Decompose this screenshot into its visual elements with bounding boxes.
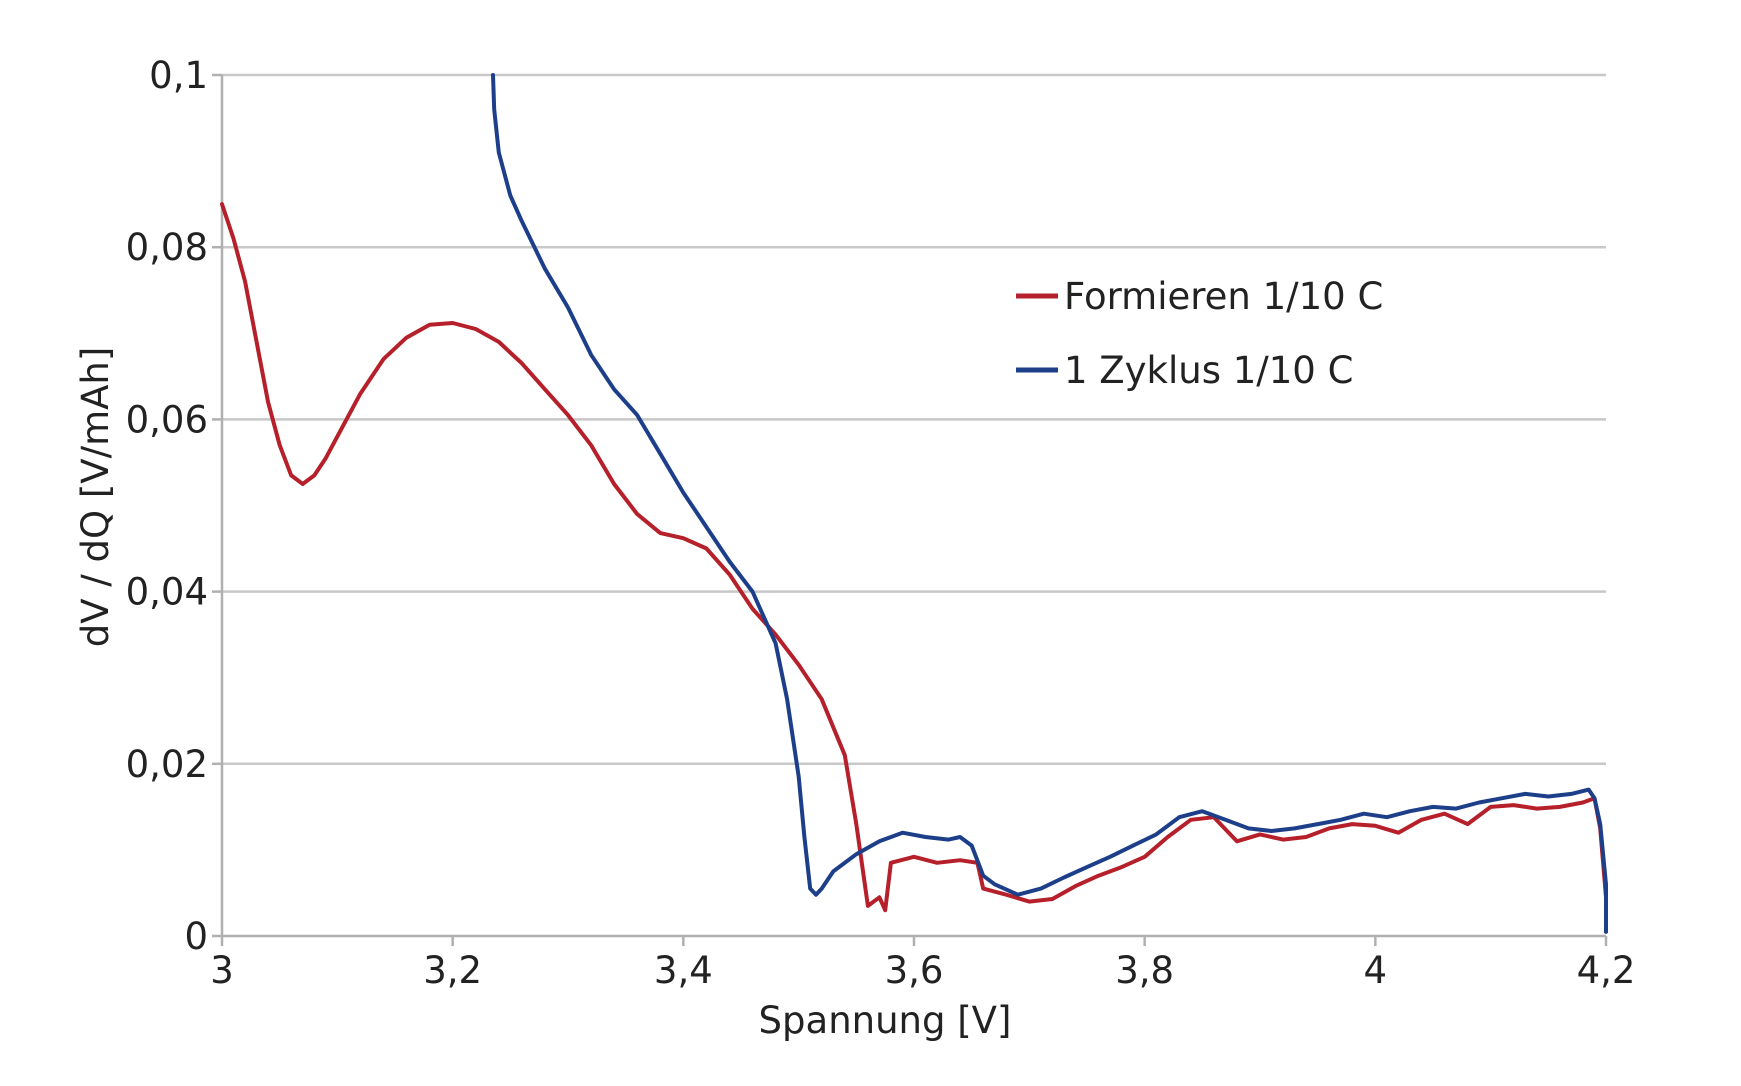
series-line-0 [220, 202, 1608, 934]
tick-labels: 0 0,02 0,04 0,06 0,08 0,1 3 3,2 3,4 3,6 3,8 4 4,2 [126, 54, 1636, 992]
axes [212, 73, 1608, 946]
legend-label-0: Formieren 1/10 C [1064, 275, 1383, 318]
x-tick-label-0: 3 [210, 949, 234, 992]
x-tick-label-2: 3,4 [654, 949, 713, 992]
legend-label-1: 1 Zyklus 1/10 C [1064, 349, 1353, 392]
legend: Formieren 1/10 C 1 Zyklus 1/10 C [1016, 275, 1383, 392]
series-lines [220, 73, 1608, 934]
x-tick-label-6: 4,2 [1577, 949, 1636, 992]
y-tick-label-5: 0,1 [149, 54, 208, 97]
x-tick-label-1: 3,2 [423, 949, 482, 992]
x-tick-label-3: 3,6 [885, 949, 944, 992]
x-tick-label-5: 4 [1364, 949, 1388, 992]
y-axis-title: dV / dQ [V/mAh] [74, 347, 117, 648]
x-axis-title: Spannung [V] [759, 999, 1012, 1042]
x-tick-label-4: 3,8 [1115, 949, 1174, 992]
y-tick-label-3: 0,06 [126, 398, 208, 441]
y-tick-label-0: 0 [184, 915, 208, 958]
gridlines [222, 73, 1606, 766]
series-line-1 [491, 73, 1608, 934]
y-tick-label-4: 0,08 [126, 226, 208, 269]
y-tick-label-2: 0,04 [126, 571, 208, 614]
y-tick-label-1: 0,02 [126, 743, 208, 786]
